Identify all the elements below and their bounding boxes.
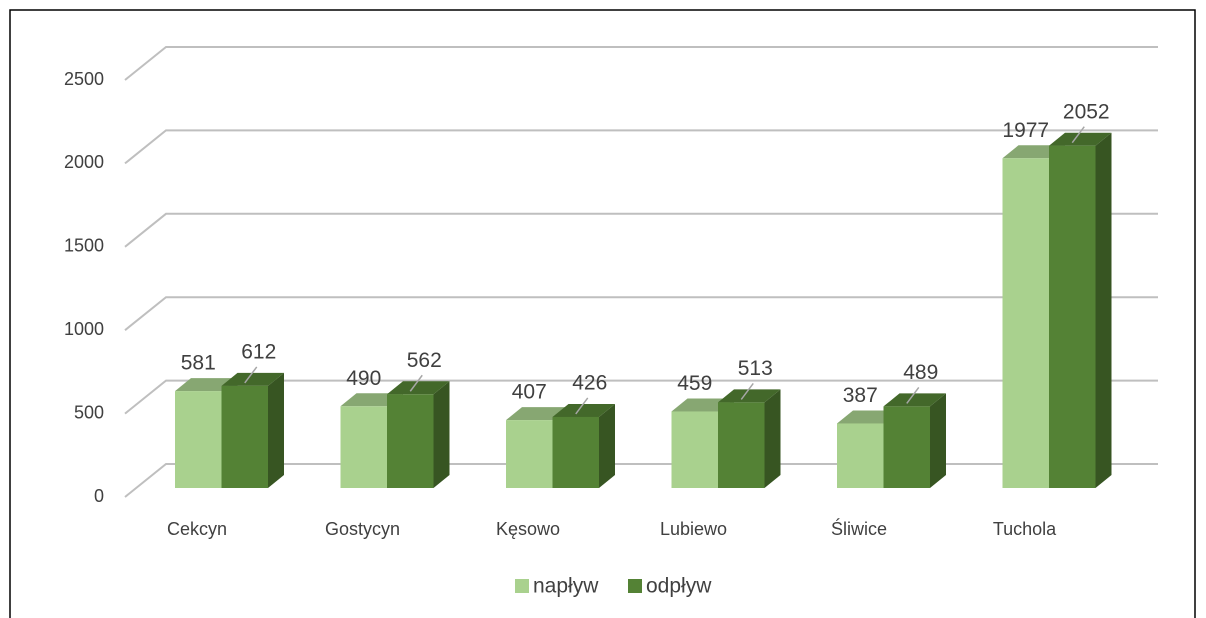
bar-side (764, 389, 781, 488)
value-label: 426 (572, 371, 607, 394)
bar (552, 403, 615, 488)
grid-line (124, 129, 1158, 165)
bar-side (1095, 132, 1112, 489)
bar-top (387, 381, 450, 395)
bar (221, 372, 284, 488)
legend-label: napływ (533, 575, 599, 598)
bar (1049, 132, 1112, 489)
bar (387, 381, 450, 488)
x-tick-label: Gostycyn (325, 519, 400, 539)
x-tick-label: Cekcyn (167, 519, 227, 539)
legend-swatch (628, 579, 642, 593)
bar-side (433, 381, 450, 488)
chart-border (9, 9, 1196, 618)
bar-front (883, 406, 930, 488)
y-tick-label: 2000 (64, 152, 104, 172)
grid-line (124, 296, 1158, 331)
bar-top (221, 372, 284, 386)
value-label: 513 (738, 357, 773, 380)
bar-front (1002, 158, 1049, 489)
bar-front (387, 394, 434, 488)
bar (883, 393, 946, 488)
bar-top (552, 403, 615, 417)
bar-front (175, 391, 222, 488)
leader-line (1071, 126, 1085, 144)
x-tick-label: Kęsowo (496, 519, 560, 539)
bar-top (883, 393, 946, 407)
value-label: 490 (346, 367, 381, 390)
bar-side (268, 372, 284, 488)
bar-front (837, 423, 884, 488)
value-label: 2052 (1063, 100, 1110, 123)
grid-line (124, 379, 1158, 415)
value-label: 612 (241, 340, 276, 363)
y-tick-label: 0 (94, 486, 104, 506)
value-label: 489 (903, 361, 938, 384)
value-label: 562 (407, 349, 442, 372)
leader-line (244, 366, 258, 384)
bar-side (599, 403, 615, 488)
bar-front (552, 416, 599, 488)
bar-side (930, 393, 946, 488)
y-tick-label: 2500 (64, 69, 104, 89)
value-label: 581 (181, 352, 216, 375)
bar-front (1049, 145, 1096, 489)
x-tick-label: Śliwice (831, 518, 887, 539)
grid-line (124, 46, 1158, 81)
bar-front (340, 406, 387, 488)
value-label: 407 (512, 381, 547, 404)
bar-front (221, 385, 268, 488)
leader-line (906, 386, 920, 404)
bar-front (718, 402, 765, 488)
bar-top (718, 389, 781, 403)
leader-line (409, 374, 423, 392)
grid-line (124, 463, 1158, 498)
bar-front (671, 411, 718, 488)
bar (718, 389, 781, 488)
y-tick-label: 1000 (64, 319, 104, 339)
x-tick-label: Lubiewo (660, 519, 727, 539)
grid-line (124, 212, 1158, 248)
value-label: 387 (843, 384, 878, 407)
value-label: 1977 (1002, 119, 1049, 142)
bar-top (1049, 132, 1112, 146)
value-label: 459 (677, 372, 712, 395)
leader-line (575, 397, 589, 415)
legend-label: odpływ (646, 575, 712, 598)
y-tick-label: 500 (74, 402, 104, 422)
leader-line (740, 382, 754, 400)
legend-swatch (515, 579, 529, 593)
bar-front (506, 420, 553, 488)
y-tick-label: 1500 (64, 236, 104, 256)
x-tick-label: Tuchola (993, 519, 1057, 539)
